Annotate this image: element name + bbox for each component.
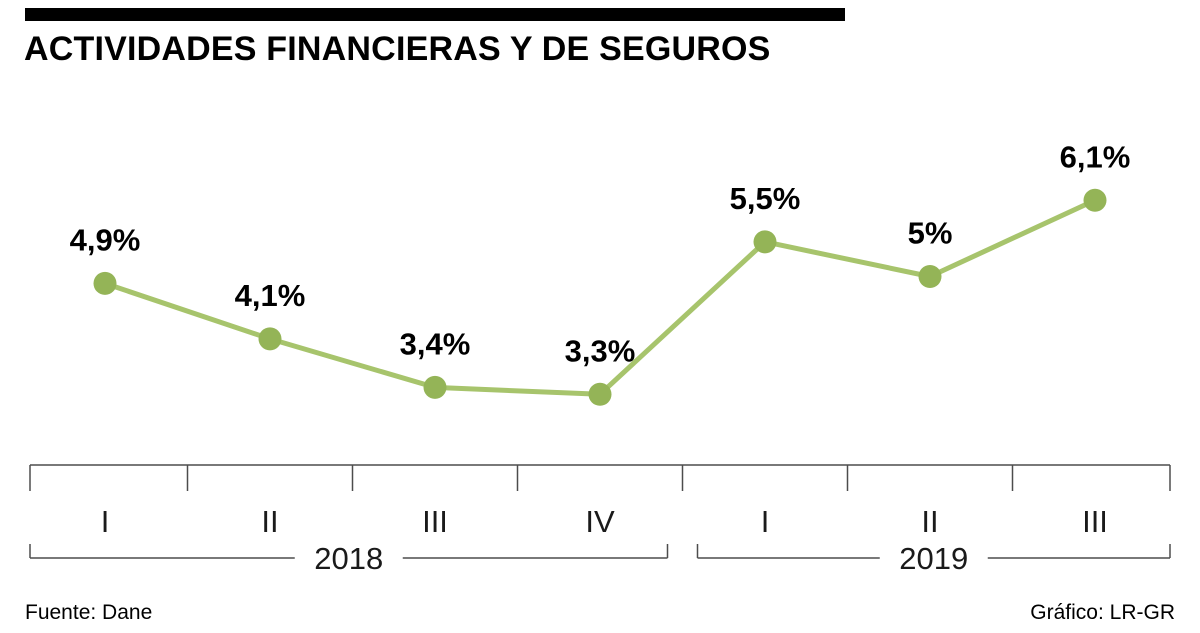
data-point-label: 5,5% xyxy=(730,181,801,216)
data-point-marker xyxy=(1083,188,1107,212)
category-label: IV xyxy=(585,504,615,539)
data-point-label: 4,9% xyxy=(70,222,141,257)
data-point-marker xyxy=(753,230,777,254)
data-point-label: 4,1% xyxy=(235,278,306,313)
data-point-marker xyxy=(258,327,282,351)
data-point-label: 5% xyxy=(908,216,953,251)
year-label: 2019 xyxy=(899,541,968,576)
data-point-marker xyxy=(93,271,117,295)
data-point-marker xyxy=(423,375,447,399)
title-accent-bar xyxy=(25,8,845,21)
source-label: Fuente: Dane xyxy=(25,601,153,624)
data-point-marker xyxy=(918,265,942,288)
category-label: II xyxy=(261,504,278,539)
data-point-label: 6,1% xyxy=(1060,139,1131,174)
year-label: 2018 xyxy=(314,541,383,576)
category-label: I xyxy=(101,504,110,539)
category-label: II xyxy=(921,504,938,539)
data-point-label: 3,3% xyxy=(565,333,636,368)
chart-footer: Fuente: Dane Gráfico: LR-GR xyxy=(0,601,1200,625)
chart-title: ACTIVIDADES FINANCIERAS Y DE SEGUROS xyxy=(24,30,771,68)
category-label: I xyxy=(761,504,770,539)
credit-label: Gráfico: LR-GR xyxy=(1030,601,1175,624)
data-point-label: 3,4% xyxy=(400,326,471,361)
category-label: III xyxy=(1082,504,1108,539)
data-point-marker xyxy=(588,382,612,406)
category-label: III xyxy=(422,504,448,539)
